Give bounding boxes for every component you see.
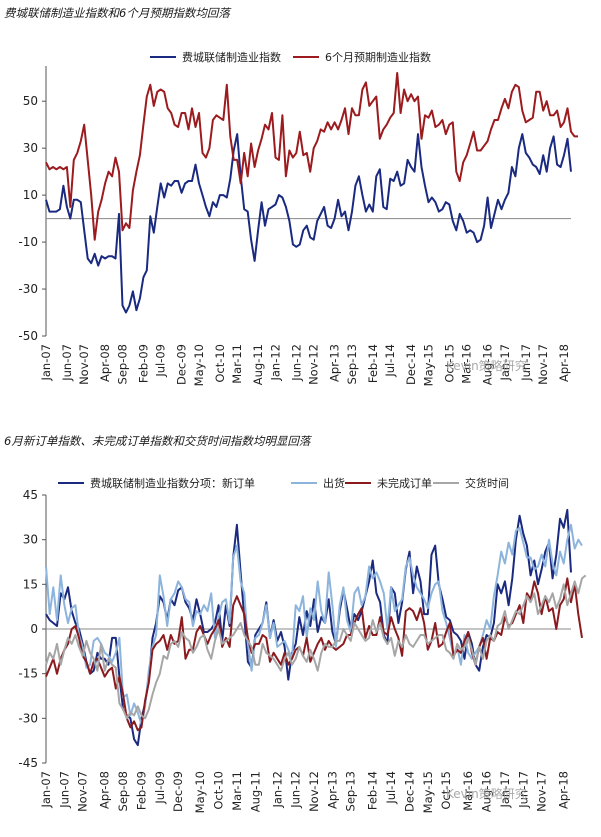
chart2-xtick-label: Mar-16 (461, 771, 475, 811)
watermark-1: Kevin策略研究 (446, 359, 527, 373)
chart1-xtick-label: Feb-14 (366, 344, 380, 383)
chart1-xtick-label: May-10 (192, 344, 206, 386)
chart1-xtick-label: Mar-16 (460, 344, 474, 384)
chart2-series-line-2 (45, 523, 583, 726)
chart1-xtick-label: Oct-10 (213, 344, 227, 383)
chart1-ytick-label: 50 (23, 94, 38, 108)
chart2-xtick-label: Jun-17 (516, 771, 530, 809)
chart2-legend-label-3: 未完成订单 (377, 476, 432, 490)
chart1-xtick-label: Jan-12 (268, 344, 282, 382)
chart2-series-line-4 (45, 574, 587, 720)
chart2-ytick-label: -30 (18, 711, 38, 725)
chart2-xtick-label: Aug-16 (480, 771, 494, 812)
chart1-ytick-label: -30 (18, 282, 38, 296)
chart1-xtick-label: Aug-16 (481, 344, 495, 385)
chart1-xtick-label: Jan-07 (39, 344, 53, 382)
chart1-xtick-label: Apr-08 (98, 344, 112, 382)
chart1-series-line-2 (45, 72, 578, 241)
chart2-xtick-label: Feb-09 (134, 771, 148, 810)
chart2-xtick-label: Jan-12 (270, 771, 284, 809)
chart2-ytick-label: 0 (30, 622, 38, 636)
chart1-xtick-label: Dec-14 (404, 344, 418, 385)
chart1-xtick-label: Aug-11 (251, 344, 265, 385)
chart2-caption: 6月新订单指数、未完成订单指数和交货时间指数均明显回落 (4, 434, 311, 448)
chart2-xtick-label: Jun-07 (57, 771, 71, 809)
chart2-xtick-label: Dec-09 (171, 771, 185, 812)
chart2-xtick-label: Oct-10 (212, 771, 226, 810)
chart2-xtick-label: Apr-13 (325, 771, 339, 809)
chart2-legend-label-4: 交货时间 (465, 476, 509, 490)
chart2-ytick-label: 30 (23, 533, 38, 547)
chart2-xtick-label: Mar-11 (230, 771, 244, 811)
chart1-legend-label-2: 6个月预期制造业指数 (325, 50, 431, 64)
chart2-xtick-label: May-15 (421, 771, 435, 813)
chart1-xtick-label: Nov-12 (307, 344, 321, 385)
chart2-svg: -45 -30 -15 0 15 30 45 Jan-07 Jun-07 Nov-07 Apr-08… (18, 476, 587, 813)
chart1-xtick-label: Nov-17 (536, 344, 550, 385)
chart1-xtick-label: Feb-09 (136, 344, 150, 383)
chart1-ytick-label: -10 (18, 235, 38, 249)
chart1-caption: 费城联储制造业指数和6个月预期指数均回落 (4, 6, 230, 20)
watermark-2: Kevin策略研究 (446, 787, 527, 801)
chart1-xtick-label: Jul-09 (154, 344, 168, 378)
chart2-legend-label-2: 出货 (323, 476, 345, 490)
chart1-xtick-label: Jan-17 (498, 344, 512, 382)
chart2-xtick-label: Apr-18 (557, 771, 571, 809)
chart2-ytick-label: 45 (23, 488, 38, 502)
chart1-ytick-label: -50 (18, 329, 38, 343)
chart1-xtick-label: Mar-11 (230, 344, 244, 384)
chart2-xtick-label: Aug-11 (248, 771, 262, 812)
chart2-xtick-label: May-10 (193, 771, 207, 813)
chart2-xtick-label: Jan-07 (39, 771, 53, 809)
chart2-xtick-label: Jul-09 (153, 771, 167, 805)
chart1-xtick-label: Jun-17 (519, 344, 533, 382)
chart2-xtick-label: Sep-08 (116, 771, 130, 811)
chart1-xtick-label: Dec-09 (175, 344, 189, 385)
chart2-ytick-label: -45 (18, 756, 38, 770)
chart1-xtick-label: Apr-13 (328, 344, 342, 382)
chart2-xtick-label: Feb-14 (366, 771, 380, 810)
chart1-xtick-label: Apr-18 (557, 344, 571, 382)
chart2-ytick-label: 15 (23, 577, 38, 591)
chart2-ytick-label: -15 (18, 667, 38, 681)
chart2-xtick-label: Sep-13 (344, 771, 358, 811)
chart2-xtick-label: Apr-08 (98, 771, 112, 809)
chart2-xtick-label: Oct-15 (439, 771, 453, 810)
chart1-xtick-label: Sep-08 (115, 344, 129, 384)
chart1-ytick-label: 30 (23, 141, 38, 155)
chart2-xtick-label: Dec-14 (402, 771, 416, 812)
chart1-xtick-label: Sep-13 (345, 344, 359, 384)
chart1-xtick-label: Nov-07 (77, 344, 91, 385)
chart1-xtick-label: May-15 (421, 344, 435, 386)
chart2-xtick-label: Jun-12 (289, 771, 303, 809)
chart1-xtick-label: Oct-15 (442, 344, 456, 383)
chart2-xtick-label: Jan-17 (498, 771, 512, 809)
chart1-legend-label-1: 费城联储制造业指数 (182, 50, 281, 64)
chart1-xtick-label: Jul-14 (383, 344, 397, 378)
chart1-ytick-label: 10 (23, 188, 38, 202)
chart1-xtick-label: Jun-12 (289, 344, 303, 382)
chart1-series-line-1 (45, 133, 572, 314)
chart1-xtick-label: Jun-07 (60, 344, 74, 382)
chart2-xtick-label: Nov-07 (76, 771, 90, 812)
chart2-xtick-label: Nov-12 (307, 771, 321, 812)
chart2-legend-label-1: 费城联储制造业指数分项：新订单 (90, 476, 255, 490)
chart2-xtick-label: Nov-17 (535, 771, 549, 812)
chart2-xtick-label: Jul-14 (384, 771, 398, 805)
